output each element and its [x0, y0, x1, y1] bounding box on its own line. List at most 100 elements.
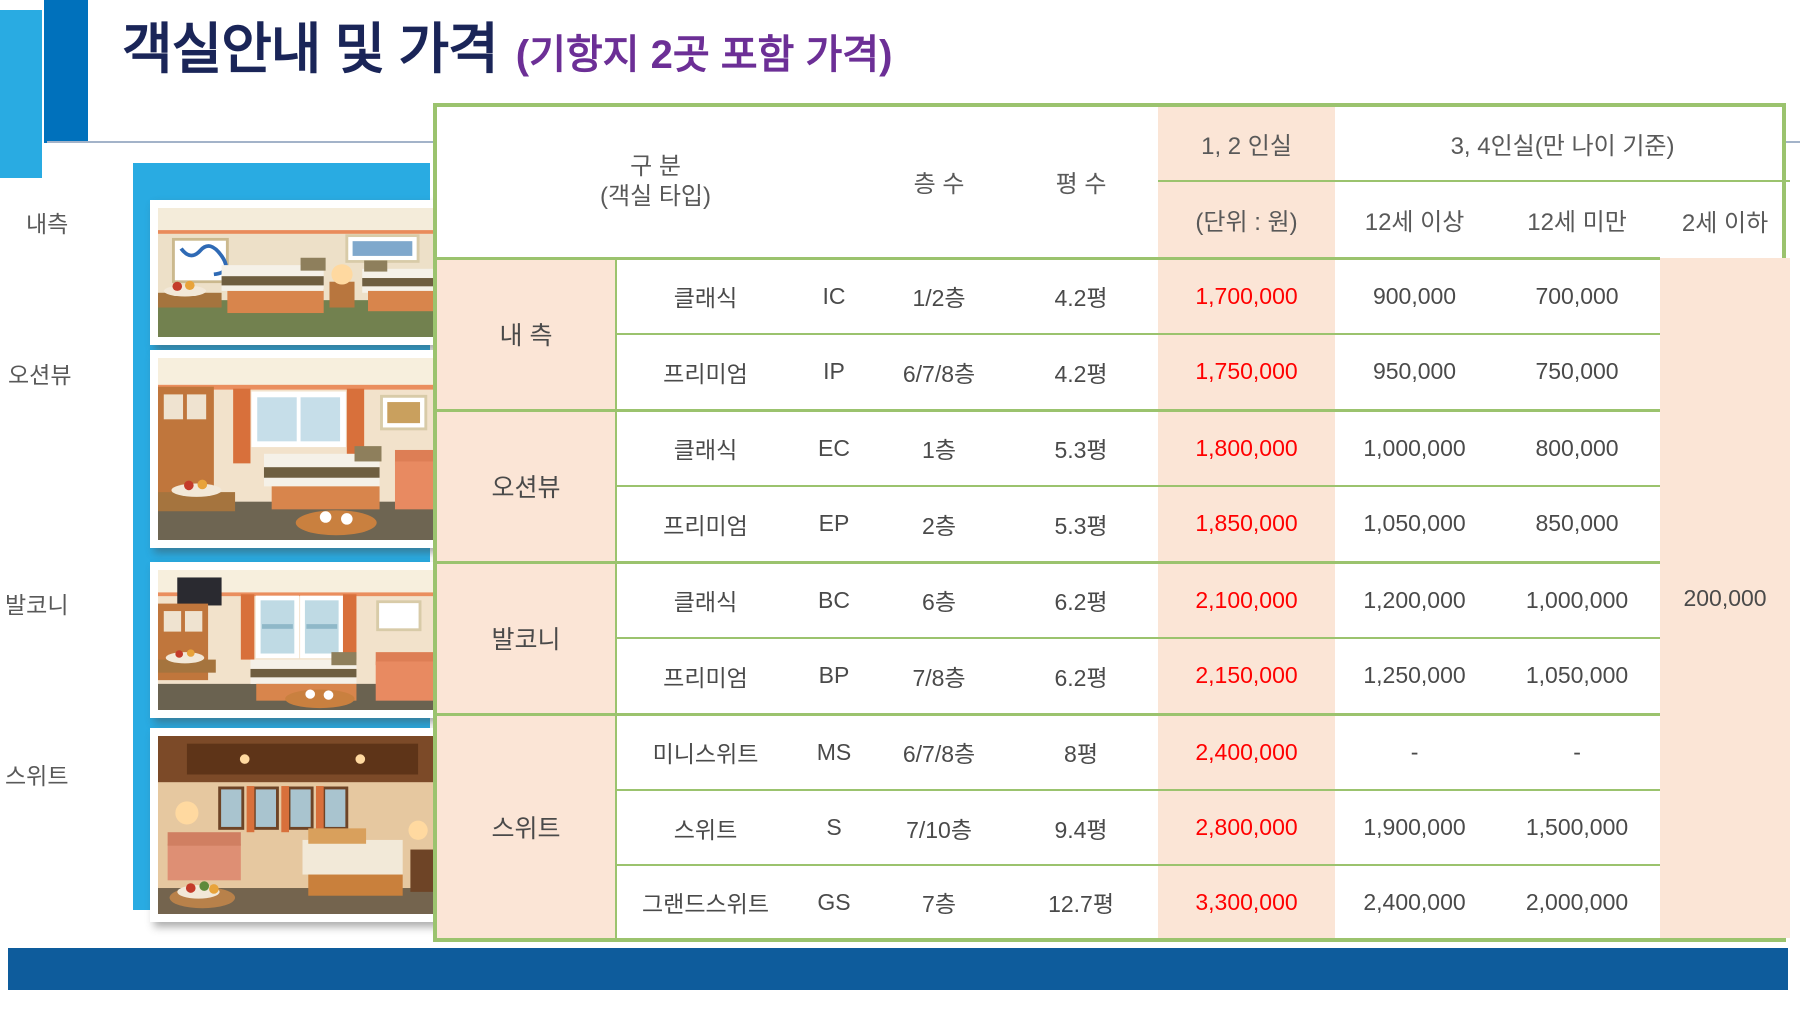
table-row: 그랜드스위트 GS 7층 12.7평 3,300,000 2,400,000 2,000,0…: [437, 864, 1790, 938]
table-row: 스위트 미니스위트 MS 6/7/8층 8평 2,400,000- -: [437, 712, 1790, 938]
cell-price-under12: -: [1494, 712, 1661, 791]
header-age-under2: 2세 이하: [1681, 209, 1769, 237]
cell-floor: 7/8층: [874, 637, 1005, 715]
cell-room-type: 클래식: [616, 408, 794, 487]
cell-price-single-double: 1,850,000: [1158, 485, 1336, 563]
cell-cabin-group: 스위트: [437, 712, 617, 938]
table-row: 발코니 클래식 BC 6층 6.2평 2,100,000 1,200,000 1,000,00…: [437, 560, 1790, 715]
table-row: 프리미엄 BP 7/8층 6.2평 2,150,000 1,250,000 1,050,00…: [437, 637, 1790, 715]
header-size: 평 수: [1055, 171, 1107, 199]
cell-cabin-group: 오션뷰: [437, 408, 617, 563]
cell-price-single-double: 2,800,000: [1158, 789, 1336, 866]
cell-room-type: 프리미엄: [616, 637, 794, 715]
cell-price-single-double: 2,150,000: [1158, 637, 1336, 715]
cell-floor: 6/7/8층: [874, 333, 1005, 411]
cell-size: 4.2평: [1004, 333, 1159, 411]
cell-floor: 6층: [874, 560, 1005, 639]
header-floors: 층 수: [913, 171, 965, 199]
label-inside-cabin: 내측: [26, 211, 69, 237]
cell-room-code: BP: [794, 637, 875, 715]
header-unit: (단위 : 원): [1158, 181, 1336, 258]
table-row: 내 측 클래식 IC 1/2층 4.2평 1,700,000 900,000 700,000 2…: [437, 256, 1791, 938]
cell-price-under12: 1,500,000: [1494, 789, 1661, 866]
cell-floor: 1층: [874, 408, 1005, 487]
cell-floor: 1/2층: [874, 256, 1005, 335]
label-balcony-cabin: 발코니: [5, 592, 69, 618]
page-subtitle: (기항지 2곳 포함 가격): [515, 33, 893, 77]
balcony-cabin-photo: [150, 562, 455, 718]
table-row: 스위트 S 7/10층 9.4평 2,800,000 1,900,000 1,500,000: [437, 789, 1790, 866]
cell-price-under12: 750,000: [1494, 333, 1661, 411]
decor-light-blue-block: [0, 10, 42, 178]
oceanview-cabin-image: [158, 358, 447, 540]
cell-floor: 7/10층: [874, 789, 1005, 866]
table-row: 프리미엄 EP 2층 5.3평 1,850,000 1,050,000 850,000: [437, 485, 1790, 563]
header-age-over12: 12세 이상: [1364, 208, 1465, 236]
inside-cabin-image: [158, 208, 447, 337]
cell-room-code: IC: [794, 256, 875, 335]
cell-price-over12: 1,050,000: [1335, 485, 1495, 563]
cell-room-code: GS: [794, 864, 875, 938]
header-category-line2: (객실 타입): [600, 182, 711, 210]
cell-room-code: EC: [794, 408, 875, 487]
cell-room-type: 클래식: [616, 560, 794, 639]
footer-bar: [8, 948, 1788, 990]
cell-room-type: 미니스위트: [616, 712, 794, 791]
table-row: 오션뷰 클래식 EC 1층 5.3평 1,800,000 1,000,000 800,000: [437, 408, 1790, 563]
cell-room-type: 스위트: [616, 789, 794, 866]
price-table-container: 구 분 (객실 타입) 층 수 평 수 1, 2 인실 3, 4인실(만 나이 …: [433, 103, 1791, 942]
cell-size: 6.2평: [1004, 560, 1159, 639]
header-occupancy-1-2: 1, 2 인실: [1158, 107, 1336, 182]
label-oceanview-cabin: 오션뷰: [8, 362, 72, 388]
cell-price-single-double: 2,400,000: [1158, 712, 1336, 791]
cell-room-code: MS: [794, 712, 875, 791]
cell-price-over12: -: [1335, 712, 1495, 791]
cell-size: 5.3평: [1004, 485, 1159, 563]
balcony-cabin-image: [158, 570, 447, 710]
label-suite-cabin: 스위트: [5, 763, 69, 789]
cell-price-over12: 1,200,000: [1335, 560, 1495, 639]
cell-price-under12: 1,000,000: [1494, 560, 1661, 639]
table-row: 프리미엄 IP 6/7/8층 4.2평 1,750,000 950,000 750,000: [437, 333, 1790, 411]
suite-cabin-photo: [150, 728, 455, 922]
cell-room-code: IP: [794, 333, 875, 411]
cell-room-type: 그랜드스위트: [616, 864, 794, 938]
header-category: 구 분 (객실 타입): [437, 107, 874, 258]
oceanview-cabin-photo: [150, 350, 455, 548]
decor-dark-blue-block: [44, 0, 88, 143]
cell-floor: 2층: [874, 485, 1005, 563]
cell-price-over12: 2,400,000: [1335, 864, 1495, 938]
cell-price-under12: 850,000: [1494, 485, 1661, 563]
cell-price-over12: 1,900,000: [1335, 789, 1495, 866]
cell-size: 6.2평: [1004, 637, 1159, 715]
cell-price-over12: 1,000,000: [1335, 408, 1495, 487]
cell-cabin-group: 내 측: [437, 256, 617, 411]
inside-cabin-photo: [150, 200, 455, 345]
cell-price-single-double: 1,700,000: [1158, 256, 1336, 335]
cell-cabin-group: 발코니: [437, 560, 617, 715]
cell-price-under12: 2,000,000: [1494, 864, 1661, 938]
page-title: 객실안내 및 가격: [122, 18, 499, 80]
header-age-under12: 12세 미만: [1527, 208, 1627, 236]
cell-size: 12.7평: [1004, 864, 1159, 938]
cell-room-type: 프리미엄: [616, 485, 794, 563]
price-table: 구 분 (객실 타입) 층 수 평 수 1, 2 인실 3, 4인실(만 나이 …: [437, 107, 1791, 938]
cell-price-single-double: 1,800,000: [1158, 408, 1336, 487]
cell-price-over12: 900,000: [1335, 256, 1495, 335]
price-table-body: 내 측 클래식 IC 1/2층 4.2평 1,700,000 900,000 700,000 2…: [437, 256, 1791, 938]
cell-floor: 7층: [874, 864, 1005, 938]
cell-price-under2: 200,000: [1660, 258, 1791, 938]
cell-floor: 6/7/8층: [874, 712, 1005, 791]
cell-price-under12: 700,000: [1494, 256, 1661, 335]
cell-price-under12: 1,050,000: [1494, 637, 1661, 715]
cell-room-type: 프리미엄: [616, 333, 794, 411]
cell-price-under12: 800,000: [1494, 408, 1661, 487]
header-category-line1: 구 분: [630, 152, 681, 180]
cell-size: 4.2평: [1004, 256, 1159, 335]
cell-room-code: EP: [794, 485, 875, 563]
cell-price-over12: 950,000: [1335, 333, 1495, 411]
header-occupancy-3-4: 3, 4인실(만 나이 기준): [1335, 107, 1791, 182]
cell-price-single-double: 2,100,000: [1158, 560, 1336, 639]
suite-cabin-image: [158, 736, 447, 914]
